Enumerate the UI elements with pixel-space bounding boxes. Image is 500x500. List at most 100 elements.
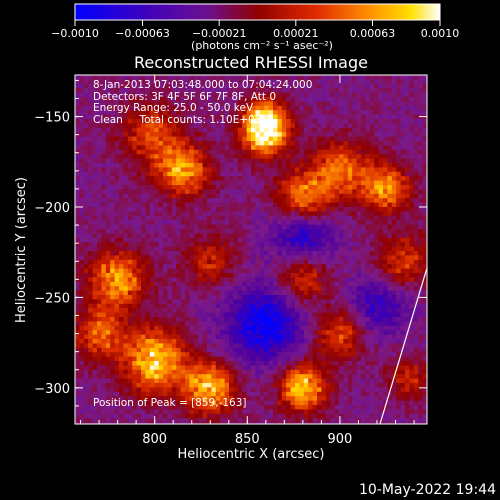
heatmap-cell xyxy=(189,176,195,181)
heatmap-cell xyxy=(325,308,331,313)
heatmap-cell xyxy=(97,308,102,313)
heatmap-cell xyxy=(277,101,283,107)
heatmap-cell xyxy=(295,97,300,102)
heatmap-cell xyxy=(325,325,331,331)
heatmap-cell xyxy=(286,198,291,203)
heatmap-cell xyxy=(176,334,181,340)
heatmap-cell xyxy=(422,97,427,102)
heatmap-cell xyxy=(286,268,291,274)
heatmap-cell xyxy=(356,308,362,313)
heatmap-cell xyxy=(154,290,159,296)
heatmap-cell xyxy=(149,145,155,151)
heatmap-cell xyxy=(185,308,190,313)
heatmap-cell xyxy=(101,132,107,137)
heatmap-cell xyxy=(365,110,371,115)
heatmap-cell xyxy=(361,259,366,265)
heatmap-cell xyxy=(277,242,283,247)
heatmap-cell xyxy=(378,334,384,340)
heatmap-cell xyxy=(409,224,415,230)
heatmap-cell xyxy=(224,233,230,239)
heatmap-cell xyxy=(149,136,155,142)
heatmap-cell xyxy=(110,343,115,349)
heatmap-cell xyxy=(387,189,393,195)
heatmap-cell xyxy=(343,185,349,190)
heatmap-cell xyxy=(251,193,256,199)
heatmap-cell xyxy=(149,286,155,291)
heatmap-cell xyxy=(356,176,362,181)
heatmap-cell xyxy=(378,317,384,322)
heatmap-cell xyxy=(132,308,137,313)
heatmap-cell xyxy=(251,330,256,335)
heatmap-cell xyxy=(224,220,230,225)
heatmap-cell xyxy=(75,242,80,247)
heatmap-cell xyxy=(224,299,230,305)
heatmap-cell xyxy=(127,198,133,203)
heatmap-cell xyxy=(189,132,195,137)
heatmap-cell xyxy=(334,317,340,322)
heatmap-cell xyxy=(193,220,199,225)
heatmap-cell xyxy=(88,127,93,133)
heatmap-cell xyxy=(215,330,221,335)
heatmap-cell xyxy=(189,163,195,168)
heatmap-cell xyxy=(132,281,137,287)
heatmap-cell xyxy=(88,303,93,309)
heatmap-cell xyxy=(154,198,159,203)
heatmap-cell xyxy=(303,127,309,133)
heatmap-cell xyxy=(207,229,212,234)
heatmap-cell xyxy=(211,317,217,322)
heatmap-cell xyxy=(347,268,353,274)
heatmap-cell xyxy=(123,154,129,159)
heatmap-cell xyxy=(369,158,375,164)
heatmap-cell xyxy=(149,92,155,98)
heatmap-cell xyxy=(391,268,397,274)
heatmap-cell xyxy=(396,141,401,146)
heatmap-cell xyxy=(242,259,247,265)
heatmap-cell xyxy=(211,198,217,203)
heatmap-cell xyxy=(88,92,93,98)
heatmap-cell xyxy=(365,83,371,89)
heatmap-cell xyxy=(185,343,190,349)
heatmap-cell xyxy=(374,180,379,186)
heatmap-cell xyxy=(321,101,327,107)
heatmap-cell xyxy=(207,101,212,107)
heatmap-cell xyxy=(334,163,340,168)
heatmap-cell xyxy=(229,127,234,133)
heatmap-cell xyxy=(356,237,362,243)
heatmap-cell xyxy=(308,119,313,124)
heatmap-cell xyxy=(75,281,80,287)
heatmap-cell xyxy=(127,141,133,146)
heatmap-cell xyxy=(427,286,432,291)
heatmap-cell xyxy=(193,176,199,181)
heatmap-cell xyxy=(409,303,415,309)
heatmap-cell xyxy=(105,97,111,102)
heatmap-cell xyxy=(317,339,322,344)
heatmap-cell xyxy=(114,286,120,291)
heatmap-cell xyxy=(185,136,190,142)
heatmap-cell xyxy=(347,264,353,269)
heatmap-cell xyxy=(198,299,203,305)
heatmap-cell xyxy=(202,215,208,221)
heatmap-cell xyxy=(127,75,133,80)
heatmap-cell xyxy=(123,171,129,177)
heatmap-cell xyxy=(405,132,410,137)
heatmap-cell xyxy=(215,114,221,120)
heatmap-cell xyxy=(88,105,93,111)
heatmap-cell xyxy=(361,229,366,234)
heatmap-cell xyxy=(229,273,234,278)
heatmap-cell xyxy=(97,189,102,195)
heatmap-cell xyxy=(154,180,159,186)
heatmap-cell xyxy=(176,312,181,318)
heatmap-cell xyxy=(211,229,217,234)
heatmap-cell xyxy=(123,325,129,331)
heatmap-cell xyxy=(378,101,384,107)
heatmap-cell xyxy=(317,255,322,261)
heatmap-cell xyxy=(387,163,393,168)
heatmap-cell xyxy=(88,295,93,300)
heatmap-cell xyxy=(330,75,335,80)
heatmap-cell xyxy=(400,290,406,296)
heatmap-cell xyxy=(237,246,243,252)
heatmap-cell xyxy=(251,277,256,283)
heatmap-cell xyxy=(321,295,327,300)
heatmap-cell xyxy=(286,325,291,331)
heatmap-cell xyxy=(413,110,419,115)
